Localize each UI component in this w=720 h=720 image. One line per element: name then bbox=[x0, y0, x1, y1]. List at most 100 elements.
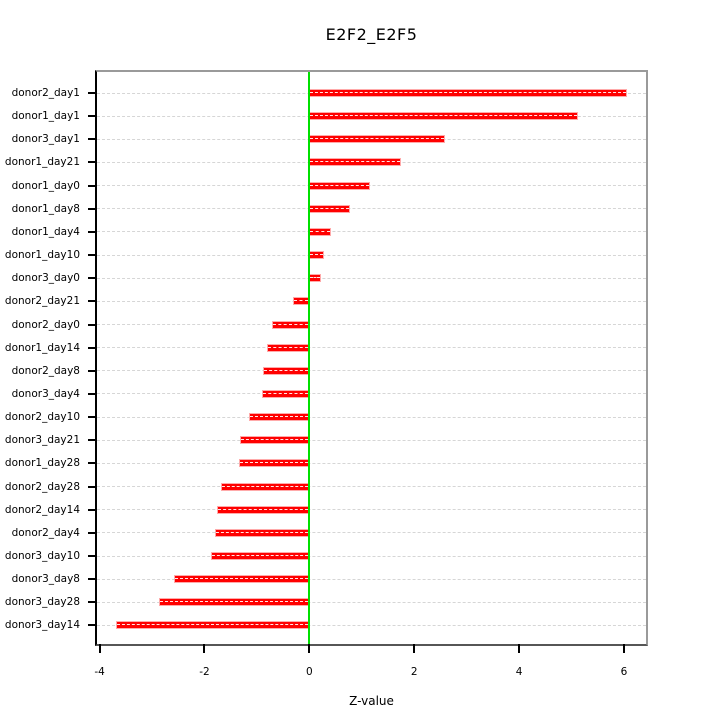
gridline bbox=[97, 277, 646, 279]
y-tick bbox=[88, 254, 95, 257]
bar-center-dash bbox=[310, 207, 349, 209]
y-tick bbox=[88, 624, 95, 627]
bar-center-dash bbox=[217, 508, 309, 510]
bar-center-dash bbox=[174, 578, 309, 580]
bar-center-dash bbox=[215, 531, 309, 533]
y-tick bbox=[88, 392, 95, 395]
category-label: donor1_day8 bbox=[11, 202, 80, 215]
y-tick bbox=[88, 601, 95, 604]
bar bbox=[292, 297, 310, 306]
x-tick-label: 6 bbox=[620, 666, 628, 678]
x-tick bbox=[518, 644, 521, 653]
gridline bbox=[97, 324, 646, 325]
bar-center-dash bbox=[310, 92, 626, 93]
y-tick bbox=[88, 115, 95, 118]
bar bbox=[240, 436, 310, 445]
bar bbox=[309, 112, 578, 121]
category-label: donor3_day21 bbox=[4, 434, 80, 447]
bar-center-dash bbox=[310, 277, 321, 279]
bar-center-dash bbox=[310, 138, 445, 140]
bar bbox=[263, 366, 310, 375]
bar bbox=[309, 158, 402, 167]
gridline bbox=[97, 462, 646, 464]
bar bbox=[309, 227, 331, 236]
gridline bbox=[97, 555, 646, 557]
zero-reference-line bbox=[308, 72, 311, 644]
y-tick bbox=[88, 346, 95, 349]
category-label: donor1_day21 bbox=[4, 156, 80, 169]
gridline bbox=[97, 624, 646, 626]
bar-center-dash bbox=[310, 230, 330, 232]
bar bbox=[210, 552, 310, 560]
bar-center-dash bbox=[310, 161, 401, 163]
gridline bbox=[97, 416, 646, 418]
bar-center-dash bbox=[268, 346, 309, 348]
category-label: donor2_day28 bbox=[4, 480, 80, 493]
bar-center-dash bbox=[293, 300, 309, 302]
category-label: donor3_day10 bbox=[4, 550, 80, 562]
bar bbox=[116, 621, 310, 630]
gridline bbox=[97, 393, 646, 395]
y-tick bbox=[88, 462, 95, 465]
bar bbox=[309, 274, 322, 283]
y-axis-labels: donor2_day1 donor1_day1 donor3_day1 donor1_… bbox=[0, 72, 80, 644]
bar bbox=[249, 413, 310, 422]
category-label: donor2_day21 bbox=[4, 295, 80, 308]
y-tick bbox=[88, 531, 95, 534]
x-tick-label: 0 bbox=[306, 666, 313, 678]
y-tick bbox=[88, 184, 95, 187]
bar bbox=[309, 135, 446, 144]
gridline bbox=[97, 208, 646, 210]
category-label: donor3_day0 bbox=[11, 272, 80, 285]
bar-center-dash bbox=[211, 555, 309, 556]
gridline bbox=[97, 439, 646, 441]
x-tick-label: -4 bbox=[94, 666, 105, 678]
category-label: donor3_day28 bbox=[4, 596, 80, 609]
bar bbox=[173, 575, 310, 584]
x-tick-label: 2 bbox=[410, 666, 418, 678]
gridline bbox=[97, 486, 646, 488]
gridline bbox=[97, 254, 646, 256]
x-tick bbox=[308, 644, 311, 653]
bar-center-dash bbox=[310, 184, 369, 186]
y-tick bbox=[88, 161, 95, 164]
bar-center-dash bbox=[264, 369, 309, 371]
y-tick bbox=[88, 555, 95, 557]
bar bbox=[220, 482, 310, 491]
y-tick bbox=[88, 138, 95, 141]
bar bbox=[309, 181, 370, 190]
category-label: donor2_day1 bbox=[11, 87, 80, 99]
bar bbox=[158, 598, 310, 607]
y-tick bbox=[88, 508, 95, 511]
bar bbox=[309, 89, 627, 97]
bar-center-dash bbox=[272, 323, 309, 325]
chart-title: E2F2_E2F5 bbox=[325, 25, 418, 44]
category-label: donor1_day4 bbox=[11, 225, 80, 238]
gridline bbox=[97, 509, 646, 511]
y-tick bbox=[88, 578, 95, 581]
gridline bbox=[97, 578, 646, 580]
x-axis-title: Z-value bbox=[349, 694, 394, 708]
y-tick bbox=[88, 485, 95, 488]
bar-center-dash bbox=[239, 462, 309, 464]
bar bbox=[309, 251, 325, 260]
gridline bbox=[97, 601, 646, 603]
bar bbox=[262, 389, 310, 398]
x-tick bbox=[98, 644, 101, 653]
bar bbox=[214, 528, 310, 537]
bar bbox=[238, 459, 310, 468]
gridline bbox=[97, 370, 646, 372]
x-tick bbox=[622, 644, 625, 653]
y-tick bbox=[88, 207, 95, 210]
plot-area bbox=[88, 70, 648, 653]
y-tick bbox=[88, 92, 95, 94]
category-label: donor3_day4 bbox=[11, 387, 80, 400]
gridline bbox=[97, 300, 646, 302]
bar bbox=[309, 204, 350, 213]
bar-center-dash bbox=[117, 624, 309, 626]
bar-center-dash bbox=[250, 416, 309, 418]
y-tick bbox=[88, 230, 95, 233]
y-tick bbox=[88, 323, 95, 326]
category-label: donor2_day0 bbox=[11, 318, 80, 331]
bar-center-dash bbox=[221, 485, 309, 487]
